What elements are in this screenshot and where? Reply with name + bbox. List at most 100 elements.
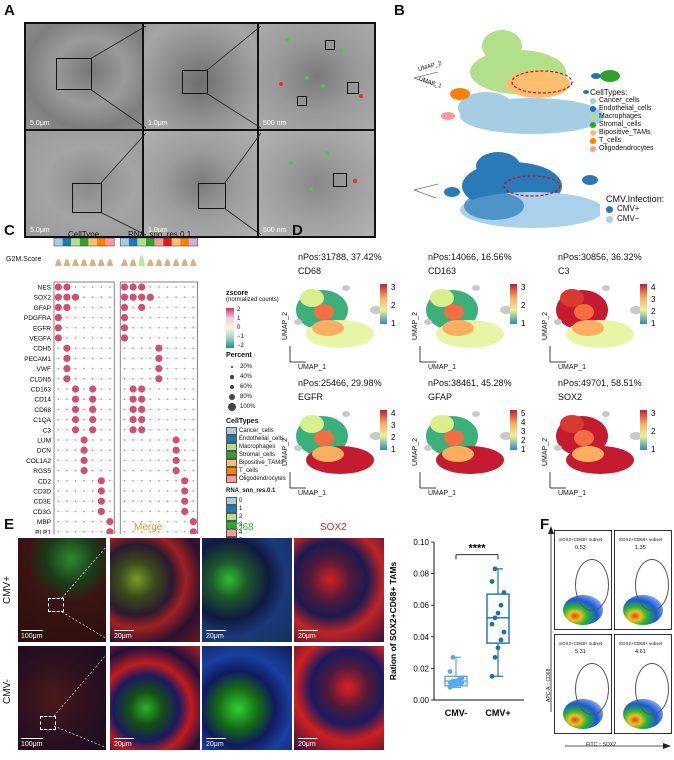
feature-plot-gene: C3 (558, 266, 570, 276)
dot (66, 479, 68, 482)
flow-gate-value: 4.61 (635, 649, 646, 655)
dot (175, 388, 178, 390)
colorbar-tick: 4 (521, 418, 526, 427)
dot (149, 326, 152, 329)
dot (83, 398, 85, 401)
dot (63, 344, 71, 352)
dot (91, 490, 94, 492)
infection-legend-title: CMV.Infection: (606, 194, 665, 204)
dot (158, 469, 160, 472)
dot (175, 296, 178, 299)
dot (149, 286, 152, 288)
dot (138, 385, 146, 393)
dot (132, 367, 135, 370)
percent-legend-item: 100% (226, 402, 255, 412)
flow-plot: SOX2+CD68+ subset 1.35 (614, 530, 672, 630)
legend-swatch (226, 451, 237, 459)
legend-dot (590, 122, 596, 128)
dot (91, 439, 94, 441)
celltype-legend-item: Endothelial_cells (590, 105, 674, 113)
dot (140, 367, 143, 370)
percent-label: 80% (240, 394, 253, 400)
dot (100, 357, 103, 360)
dot (166, 418, 169, 421)
dot (91, 326, 94, 329)
dot (123, 469, 126, 472)
dot (57, 469, 60, 472)
dot (83, 510, 85, 513)
scalebar-label: 20μm (114, 741, 132, 748)
legend-dot (590, 130, 596, 136)
feature-plot: nPos:14066, 16.56% CD163 3 2 1 UMAP_2 UMAP_1 (412, 252, 542, 376)
celltype-legend-item: Cancer_cells (226, 427, 286, 435)
gene-label: CD2 (38, 478, 51, 485)
colorbar-tick: 3 (651, 295, 656, 304)
dot (97, 507, 105, 515)
dot (183, 459, 186, 462)
dot (109, 357, 111, 360)
dot (91, 520, 94, 523)
flow-gate-label: SOX2+CD68+ subset (559, 641, 603, 646)
dot (109, 408, 111, 411)
colorbar-tick: 2 (651, 427, 656, 436)
y-tick-label: 0.08 (413, 570, 429, 579)
dot (166, 500, 169, 503)
if-overview-cmv-neg: 100μm (18, 646, 106, 750)
percent-dot-wrap (226, 393, 238, 401)
flow-x-axis-label: FITC :: SOX2 (586, 742, 617, 748)
dot (57, 388, 60, 390)
dot (140, 316, 143, 319)
celltypes-legend-title: CellTypes (226, 418, 259, 425)
dot (109, 306, 111, 309)
dot (175, 408, 178, 411)
dot (109, 326, 111, 329)
g2m-label: G2M.Score (6, 256, 42, 263)
dot (109, 449, 111, 452)
celltype-legend-item: Stromal_cells (226, 451, 286, 459)
dot (91, 357, 94, 360)
celltype-legend-item: Bipositive_TAMs (590, 129, 674, 137)
dot (175, 418, 178, 421)
dot (100, 296, 103, 299)
dot (120, 293, 129, 301)
dot (132, 377, 135, 380)
dot (91, 459, 94, 462)
colorbar-tick: 1 (521, 319, 526, 328)
dot (149, 530, 152, 533)
dot (74, 357, 77, 360)
umap-axis-y: UMAP_2 (542, 437, 549, 466)
celltype-legend-item: Stromal_cells (590, 121, 674, 129)
legend-label: 2 (239, 514, 243, 520)
dot (97, 477, 105, 485)
dot (74, 510, 77, 513)
dot (100, 337, 103, 339)
dot (74, 530, 77, 533)
dot (166, 398, 169, 401)
gene-label: PDGFRA (24, 315, 52, 322)
scalebar (114, 738, 134, 739)
dot (66, 530, 68, 533)
dot (149, 306, 152, 309)
legend-swatch (226, 467, 237, 475)
celltype-legend-item: Macrophages (590, 113, 674, 121)
dot (74, 377, 77, 380)
dot (71, 385, 80, 393)
dot (172, 467, 180, 475)
colorbar-tick: 4 (391, 409, 396, 418)
dot (183, 520, 186, 523)
dot (66, 337, 68, 339)
dot (91, 479, 94, 482)
dot (71, 405, 80, 413)
dot (192, 490, 195, 492)
dot (183, 377, 186, 380)
col-label-sox2: SOX2 (320, 522, 347, 533)
dot (149, 418, 152, 421)
dot (149, 500, 152, 503)
percent-dot-wrap (226, 384, 238, 390)
feature-plot: nPos:31788, 37.42% CD68 3 2 1 UMAP_2 UMAP_1 (282, 252, 412, 376)
percent-label: 20% (240, 364, 253, 370)
dot (83, 428, 85, 431)
legend-label: 3 (239, 522, 243, 528)
percent-dot (231, 366, 233, 368)
dot (74, 316, 77, 319)
